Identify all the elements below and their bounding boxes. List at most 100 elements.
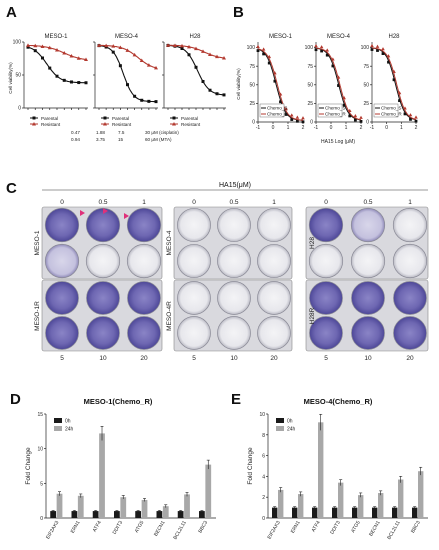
legend-parental-label: Parental <box>112 116 129 121</box>
top-conc-label: 0 <box>60 199 64 206</box>
bar-24h <box>298 494 304 518</box>
x-tick-label: 0 <box>330 125 333 131</box>
annotation-arrow <box>103 208 108 214</box>
x-tick-label: 0 <box>385 125 388 131</box>
chemo-s-point <box>348 114 352 118</box>
chemo-s-point <box>342 103 346 107</box>
bar-0h <box>272 507 278 518</box>
top-conc-label: 0.5 <box>98 199 107 206</box>
bottom-conc-label: 10 <box>99 355 107 362</box>
chemo-s-point <box>403 112 407 116</box>
resistant-point <box>104 43 109 48</box>
category-label: BBC3 <box>410 520 422 535</box>
y-tick-label: 25 <box>307 101 313 107</box>
y-tick-label: 0 <box>40 516 43 522</box>
y-tick-label: 50 <box>249 82 255 88</box>
chemo-s-point <box>301 120 305 124</box>
bottom-conc-label: 10 <box>230 355 238 362</box>
parental-point <box>187 53 191 57</box>
subplot-title: MESO-4 <box>327 34 351 40</box>
chart-d: 0 5 10 15 Fold Change EIF2AK3 ERN1 ATF4 DDIT3 ATG… <box>25 412 216 541</box>
chemo-r-point <box>359 115 363 119</box>
legend-parental-label: Parental <box>181 116 198 121</box>
row-label-lower: H28R <box>309 307 316 324</box>
x-axis-label: HA15 Log (μM) <box>321 139 355 145</box>
category-label: ATF4 <box>311 520 322 533</box>
resistant-point <box>47 45 52 50</box>
chart-d-title: MESO-1(Chemo_R) <box>84 397 153 406</box>
legend-label: 24h <box>287 427 296 433</box>
row-label-upper: H28 <box>309 237 316 249</box>
bar-0h <box>412 507 418 518</box>
chemo-s-curve <box>315 47 362 121</box>
bottom-conc-label: 5 <box>60 355 64 362</box>
bottom-conc-label: 20 <box>406 355 414 362</box>
bar-24h <box>205 464 212 518</box>
bottom-conc-label: 10 <box>364 355 372 362</box>
bar-0h <box>332 507 338 518</box>
chemo-r-point <box>301 116 305 120</box>
resistant-point <box>55 48 59 52</box>
resistant-point <box>194 46 198 51</box>
y-tick-label: 0 <box>252 120 255 126</box>
chemo-s-point <box>398 99 401 103</box>
chemo-s-point <box>295 119 299 123</box>
chemo-r-point <box>325 48 330 52</box>
y-axis-label: Cell viability(%) <box>8 62 13 94</box>
bar-24h <box>184 494 190 518</box>
parental-point <box>118 64 122 68</box>
category-label: ATF4 <box>92 520 103 533</box>
panel-label-d: D <box>10 391 21 408</box>
resistant-point <box>173 43 177 47</box>
chart-e: 0 2 4 6 8 10 Fold Change EIF2AK3 ERN1 ATF4 DDIT3 AT… <box>247 412 428 541</box>
legend-r-label: Chemo_R <box>381 112 402 117</box>
chemo-r-point <box>403 106 407 110</box>
legend-resistant-label: Resistant <box>112 122 132 127</box>
x-tick-label: 2 <box>302 125 305 131</box>
plate-well <box>45 281 79 315</box>
chemo-s-point <box>387 60 390 64</box>
parental-point <box>201 80 205 84</box>
resistant-point <box>40 44 45 48</box>
subplot-title: MESO-1 <box>44 34 68 40</box>
chemo-r-point <box>375 44 380 48</box>
y-tick-label: 50 <box>307 82 313 88</box>
parental-curve <box>98 45 156 103</box>
chemo-r-point <box>331 57 335 61</box>
chemo-s-point <box>320 49 324 53</box>
category-label: ERN1 <box>290 520 302 535</box>
resistant-point <box>132 52 137 57</box>
bar-0h <box>177 511 184 518</box>
parental-point <box>41 56 44 60</box>
category-label: ATG5 <box>350 520 362 534</box>
plate-well <box>85 243 121 279</box>
chemo-r-point <box>381 47 385 51</box>
y-tick-label: 15 <box>37 412 43 418</box>
bar-0h <box>156 511 163 518</box>
resistant-point <box>208 52 212 56</box>
plate-well <box>217 208 251 242</box>
legend-parental-marker <box>32 116 36 120</box>
plate-well <box>392 207 428 243</box>
x-tick-label: 0 <box>272 125 275 131</box>
plate-well <box>177 281 211 315</box>
y-axis-label: Fold Change <box>247 447 254 485</box>
chemo-r-curve <box>316 47 362 121</box>
parental-point <box>48 66 52 70</box>
chart-e-title: MESO-4(Chemo_R) <box>304 397 373 406</box>
legend-label: 0h <box>65 419 71 425</box>
resistant-point <box>62 51 67 55</box>
parental-point <box>140 98 144 102</box>
chemo-s-point <box>267 61 271 65</box>
conc-row2: 0.94 <box>71 137 80 142</box>
resistant-point <box>187 44 191 49</box>
parental-point <box>222 93 226 97</box>
y-tick-label: 100 <box>305 45 314 51</box>
resistant-point <box>215 54 219 59</box>
bar-0h <box>199 511 205 518</box>
category-label: BCL2L11 <box>386 520 402 541</box>
bar-24h <box>318 422 324 518</box>
plate-well <box>257 244 291 278</box>
